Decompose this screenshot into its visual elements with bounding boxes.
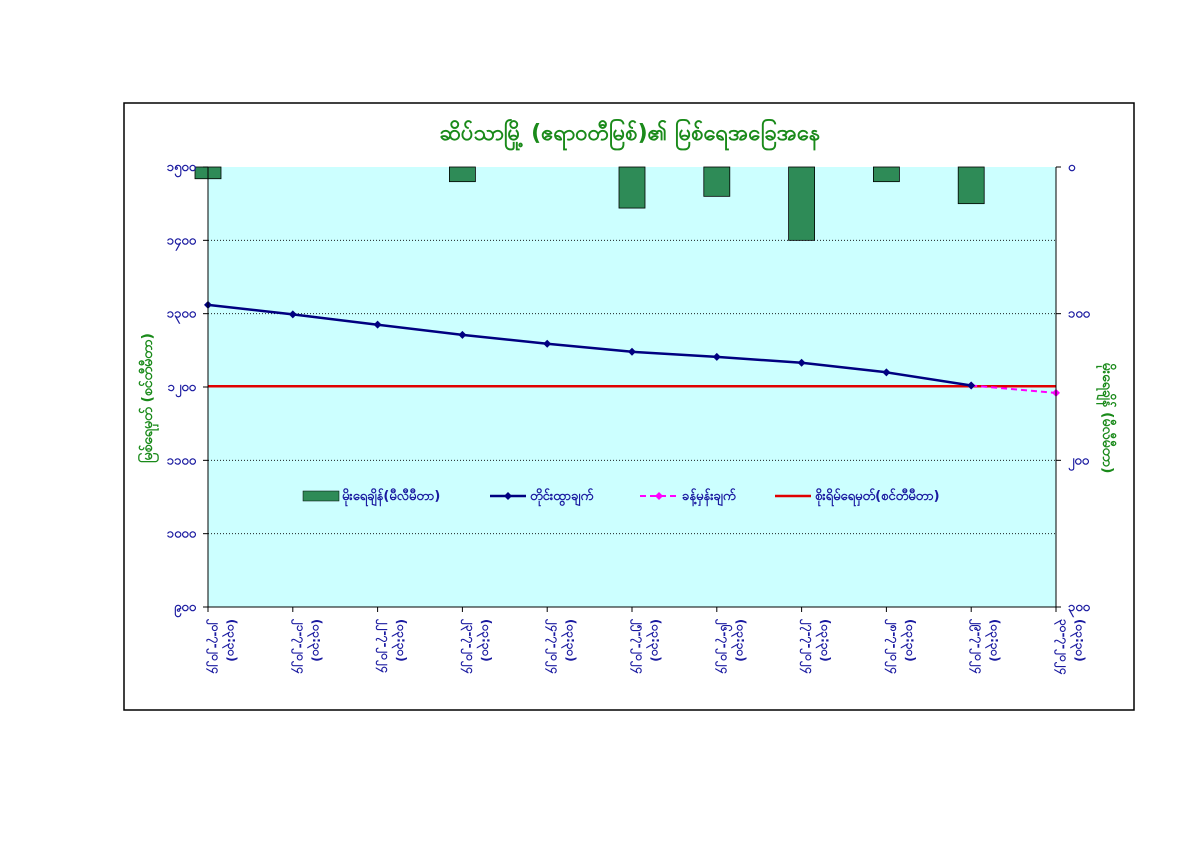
rain-bar-3 bbox=[448, 166, 476, 183]
legend-danger-label: စိုးရိမ်ရေမှတ်(စင်တီမီတာ) bbox=[815, 487, 940, 507]
y-left-tick-label: ၁၄၀၀ bbox=[167, 233, 197, 251]
legend-observed-label: တိုင်းထွာချက် bbox=[530, 487, 593, 507]
legend-forecast-label: ခန့်မှန်းချက် bbox=[682, 487, 736, 507]
x-tick-label: ၂၈-၇-၂၀၂၄ (၀၃:၃၀) bbox=[883, 618, 917, 674]
y-left-tick-label: ၁၃၀၀ bbox=[167, 307, 197, 325]
forecast-line bbox=[971, 384, 1057, 394]
legend-forecast-marker bbox=[655, 492, 663, 500]
x-tick-label: ၂၀-၇-၂၀၂၄ (၀၃:၃၀) bbox=[205, 618, 239, 674]
observed-point-7 bbox=[797, 358, 806, 367]
x-tick-label: ၂၇-၇-၂၀၂၄ (၀၃:၃၀) bbox=[799, 618, 833, 674]
x-tick-label: ၂၆-၇-၂၀၂၄ (၀၃:၃၀) bbox=[714, 618, 748, 674]
observed-point-6 bbox=[712, 352, 721, 361]
rain-bar-7 bbox=[788, 166, 815, 241]
x-tick-label: ၂၄-၇-၂၀၂၄ (၀၃:၃၀) bbox=[544, 618, 578, 674]
observed-point-8 bbox=[882, 368, 891, 377]
chart-title: ဆိပ်သာမြို့ (ဧရာဝတီမြစ်)၏ မြစ်ရေအခြေအနေ bbox=[440, 118, 821, 151]
rain-bar-6 bbox=[703, 166, 731, 197]
x-tick-label: ၂၉-၇-၂၀၂၄ (၀၃:၃၀) bbox=[968, 618, 1002, 674]
observed-point-1 bbox=[288, 310, 297, 319]
observed-point-2 bbox=[373, 320, 382, 329]
y-axis-left-label: မြစ်ရေမှတ် (စင်တီမီတာ) bbox=[138, 333, 159, 463]
observed-point-3 bbox=[458, 330, 467, 339]
y-left-tick-label: ၁၂၀၀ bbox=[168, 380, 197, 398]
rain-bar-9 bbox=[957, 166, 985, 205]
y-right-tick-label: ၃၀၀ bbox=[1068, 600, 1091, 618]
y-left-tick-label: ၁၅၀၀ bbox=[167, 160, 197, 178]
y-axis-right-label: မိုးရေချိန် (မီလီမီတာ) bbox=[1096, 363, 1116, 474]
bars-layer bbox=[194, 166, 985, 241]
y-right-tick-label: ၀ bbox=[1068, 160, 1076, 175]
y-left-tick-label: ၉၀၀ bbox=[174, 600, 197, 618]
x-tick-label: ၃၀-၇-၂၀၂၄ (၀၃:၃၀) bbox=[1053, 619, 1087, 675]
legend-bar-swatch bbox=[302, 490, 340, 502]
rain-bar-5 bbox=[618, 166, 646, 209]
legend-observed-marker bbox=[504, 492, 512, 500]
legend: မိုးရေချိန်(မီလီမီတာ) တိုင်းထွာချက် ခန့်… bbox=[302, 487, 940, 507]
y-right-tick-label: ၁၀၀ bbox=[1068, 307, 1091, 322]
ticks-layer: ၉၀၀ ၁၀၀၀ ၁၁၀၀ ၁၂၀၀ ၁၃၀၀ ၁၄၀၀ ၁၅၀၀ ၀၁၀၀၂၀၀၃၀၀၂၀-… bbox=[167, 160, 1091, 675]
lines-layer bbox=[204, 300, 1060, 397]
y-left-tick-label: ၁၁၀၀ bbox=[167, 453, 197, 468]
observed-line bbox=[207, 303, 972, 387]
x-tick-label: ၂၂-၇-၂၀၂၄ (၀၃:၃၀) bbox=[375, 618, 409, 673]
rain-bar-8 bbox=[873, 166, 900, 183]
y-left-tick-label: ၁၀၀၀ bbox=[167, 527, 197, 542]
observed-point-9 bbox=[967, 381, 976, 390]
observed-point-5 bbox=[628, 347, 636, 356]
legend-bar-label: မိုးရေချိန်(မီလီမီတာ) bbox=[342, 487, 440, 507]
x-tick-label: ၂၁-၇-၂၀၂၄ (၀၃:၃၀) bbox=[290, 618, 324, 674]
x-tick-label: ၂၅-၇-၂၀၂၄ (၀၃:၃၀) bbox=[629, 618, 663, 674]
observed-point-4 bbox=[543, 339, 552, 348]
x-tick-label: ၂၃-၇-၂၀၂၄ (၀၃:၃၀) bbox=[459, 618, 493, 674]
y-right-tick-label: ၂၀၀ bbox=[1068, 453, 1090, 471]
